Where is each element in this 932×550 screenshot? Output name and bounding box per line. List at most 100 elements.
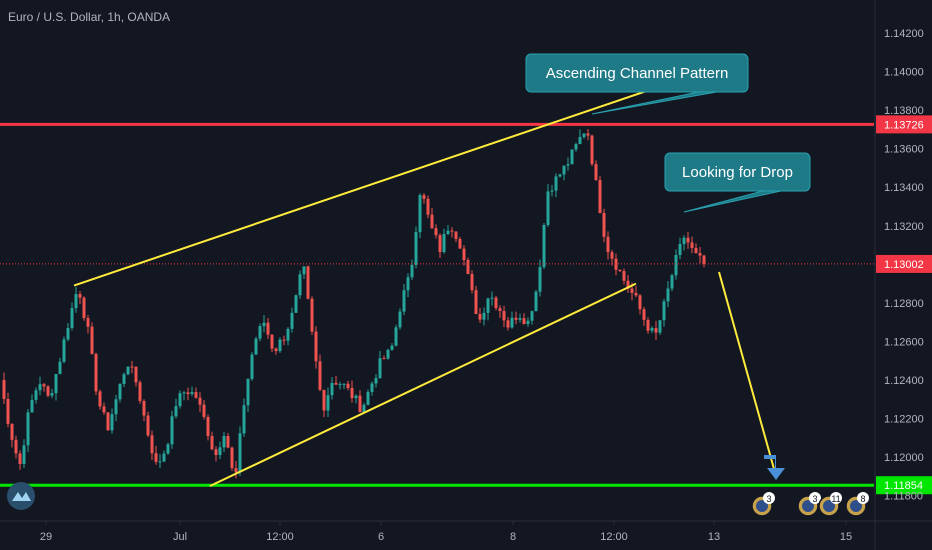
candle-body — [62, 339, 66, 362]
candle-body — [686, 237, 690, 243]
candle-body — [18, 453, 22, 465]
candle-body — [82, 297, 86, 319]
candle-body — [182, 392, 186, 394]
candle-body — [78, 293, 82, 298]
current-price-badge: 1.13002 — [884, 259, 924, 271]
y-tick-label: 1.12800 — [884, 298, 924, 310]
event-icon[interactable]: 11 — [818, 492, 842, 517]
chart-title: Euro / U.S. Dollar, 1h, OANDA — [8, 10, 170, 24]
event-icon[interactable]: 3 — [751, 492, 775, 517]
candle-body — [346, 383, 350, 388]
candle-body — [174, 406, 178, 417]
candle-body — [98, 391, 102, 407]
candle-body — [222, 436, 226, 448]
candle-body — [122, 374, 126, 384]
candle-body — [194, 392, 198, 398]
candle-body — [242, 405, 246, 434]
candle-body — [494, 297, 498, 309]
support-price-badge: 1.11854 — [884, 480, 923, 492]
candle-body — [354, 395, 358, 399]
candle-body — [234, 468, 238, 473]
candle-body — [578, 137, 582, 145]
candle-body — [154, 453, 158, 462]
candle-body — [86, 318, 90, 327]
candle-body — [446, 230, 450, 235]
candle-body — [190, 392, 194, 394]
candles-layer — [2, 129, 706, 479]
candle-body — [630, 288, 634, 293]
candle-body — [690, 242, 694, 248]
candle-body — [258, 326, 262, 339]
candle-body — [454, 231, 458, 240]
candle-body — [414, 232, 418, 265]
candle-body — [162, 453, 166, 462]
candle-body — [450, 230, 454, 232]
candle-body — [274, 348, 278, 352]
candle-body — [522, 318, 526, 324]
candle-body — [462, 248, 466, 261]
candle-body — [530, 311, 534, 321]
candle-body — [282, 339, 286, 341]
candle-body — [50, 393, 54, 396]
event-icon[interactable]: 3 — [797, 492, 821, 517]
candle-body — [566, 164, 570, 166]
event-icon[interactable]: 8 — [845, 492, 869, 517]
candle-body — [262, 322, 266, 327]
x-tick-label: 12:00 — [600, 531, 628, 543]
candle-body — [674, 254, 678, 276]
event-flag-inner — [850, 500, 862, 512]
channel-upper-line[interactable] — [73, 84, 665, 287]
candle-body — [6, 398, 10, 424]
x-axis: 29 Jul 12:00 6 8 12:00 13 15 — [0, 520, 932, 543]
y-tick-label: 1.14000 — [884, 67, 924, 79]
candle-body — [538, 267, 542, 292]
candle-body — [662, 301, 666, 321]
candle-body — [574, 144, 578, 150]
x-tick-label: 12:00 — [266, 531, 294, 543]
event-count-bg — [763, 492, 775, 504]
callout-looking-for-drop-text: Looking for Drop — [682, 164, 793, 181]
candle-body — [646, 319, 650, 331]
candle-body — [434, 228, 438, 236]
callout-looking-for-drop[interactable]: Looking for Drop — [664, 152, 811, 213]
candle-body — [502, 311, 506, 321]
event-count: 8 — [860, 494, 865, 504]
candle-body — [210, 436, 214, 450]
candle-body — [198, 397, 202, 405]
y-tick-label: 1.12000 — [884, 452, 924, 464]
candle-body — [14, 439, 18, 454]
candle-body — [94, 353, 98, 392]
candle-body — [314, 331, 318, 362]
candle-body — [374, 378, 378, 384]
candle-body — [230, 447, 234, 469]
candle-body — [382, 358, 386, 360]
candle-body — [310, 298, 314, 332]
candle-body — [286, 328, 290, 341]
candle-body — [218, 447, 222, 456]
candle-body — [214, 449, 218, 456]
candle-body — [150, 435, 154, 454]
candle-body — [278, 339, 282, 352]
event-count: 3 — [812, 494, 817, 504]
callout-ascending-channel-box — [525, 53, 749, 93]
candle-body — [22, 445, 26, 465]
channel-lower-line[interactable] — [209, 282, 637, 487]
callout-ascending-channel[interactable]: Ascending Channel Pattern — [525, 53, 749, 115]
candle-body — [430, 214, 434, 229]
candle-body — [562, 165, 566, 175]
x-tick-label: 8 — [510, 531, 516, 543]
candle-body — [506, 320, 510, 328]
candle-body — [550, 190, 554, 192]
candle-body — [534, 291, 538, 312]
candle-body — [10, 423, 14, 440]
candle-body — [466, 260, 470, 274]
candle-body — [654, 328, 658, 333]
candle-body — [250, 354, 254, 379]
event-count-bg — [809, 492, 821, 504]
candle-body — [90, 326, 94, 354]
candle-body — [58, 361, 62, 375]
candle-body — [622, 271, 626, 281]
y-tick-label: 1.13600 — [884, 144, 924, 156]
projection-line[interactable] — [718, 271, 776, 473]
